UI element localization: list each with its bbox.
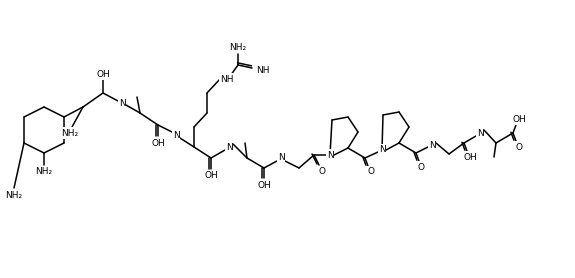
Text: N: N <box>118 98 125 108</box>
Text: OH: OH <box>257 180 271 190</box>
Text: OH: OH <box>151 138 165 148</box>
Text: OH: OH <box>512 115 526 123</box>
Text: OH: OH <box>96 70 110 78</box>
Text: NH₂: NH₂ <box>5 190 22 200</box>
Text: O: O <box>319 168 325 177</box>
Text: NH: NH <box>220 75 233 83</box>
Text: O: O <box>367 168 374 177</box>
Text: NH₂: NH₂ <box>62 128 79 138</box>
Text: N: N <box>378 145 385 155</box>
Text: N: N <box>225 143 232 152</box>
Text: NH: NH <box>256 66 270 75</box>
Text: NH₂: NH₂ <box>229 43 247 51</box>
Text: OH: OH <box>204 172 218 180</box>
Text: O: O <box>417 163 424 172</box>
Text: O: O <box>516 143 523 152</box>
Text: N: N <box>278 153 285 163</box>
Text: N: N <box>327 150 334 160</box>
Text: NH₂: NH₂ <box>36 168 52 177</box>
Text: OH: OH <box>463 153 477 162</box>
Text: N: N <box>477 128 484 138</box>
Text: N: N <box>172 130 179 140</box>
Text: N: N <box>428 140 435 150</box>
